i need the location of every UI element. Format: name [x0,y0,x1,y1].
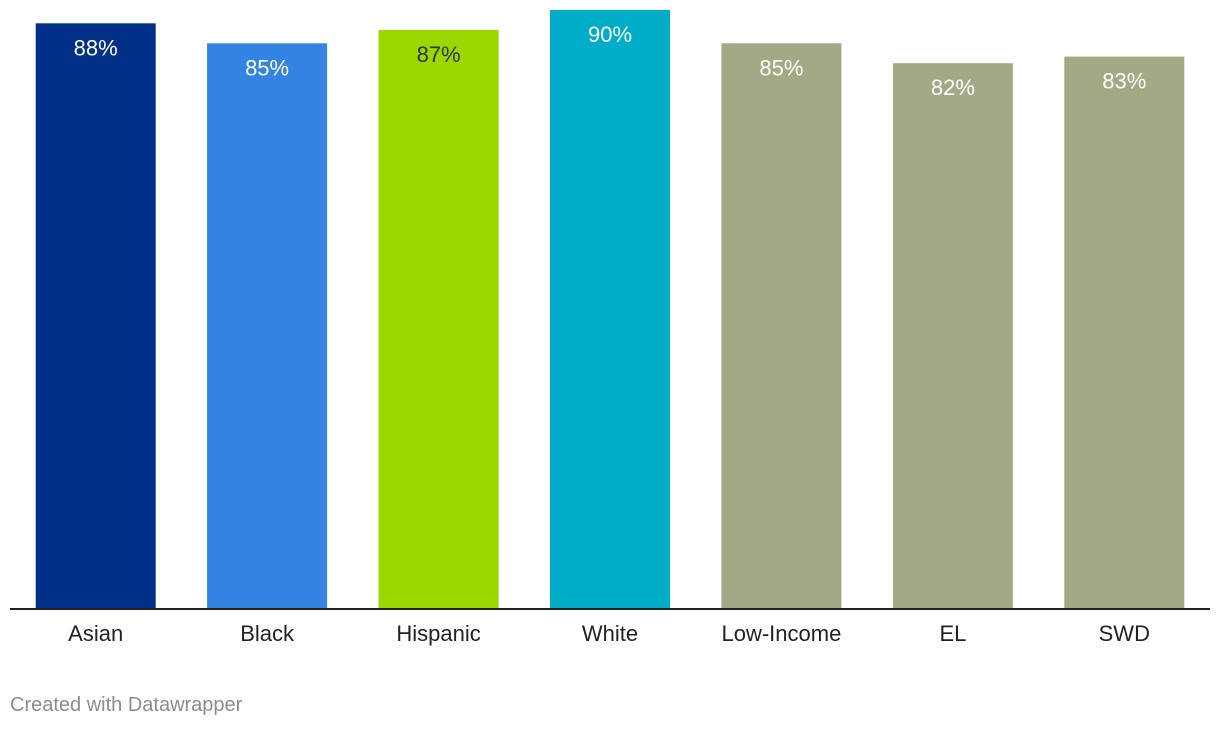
bar-swd [1064,56,1185,610]
category-label: White [582,621,638,646]
value-label: 82% [931,75,975,100]
value-label: 83% [1102,69,1146,94]
footer-credit: Created with Datawrapper [10,694,243,716]
value-label: 90% [588,22,632,47]
category-label: Hispanic [396,621,480,646]
category-label: Asian [68,621,123,646]
bar-white [550,10,670,609]
bar-hispanic [378,30,499,609]
bar-el [892,63,1013,609]
value-label: 85% [759,55,803,80]
bar-low-income [721,43,842,610]
category-label: EL [939,621,966,646]
category-label: Black [240,621,295,646]
value-label: 87% [417,42,461,67]
category-label: SWD [1099,621,1150,646]
value-label: 88% [74,35,118,60]
category-label: Low-Income [721,621,841,646]
bar-asian [35,23,156,610]
bar-black [207,43,328,610]
value-label: 85% [245,55,289,80]
